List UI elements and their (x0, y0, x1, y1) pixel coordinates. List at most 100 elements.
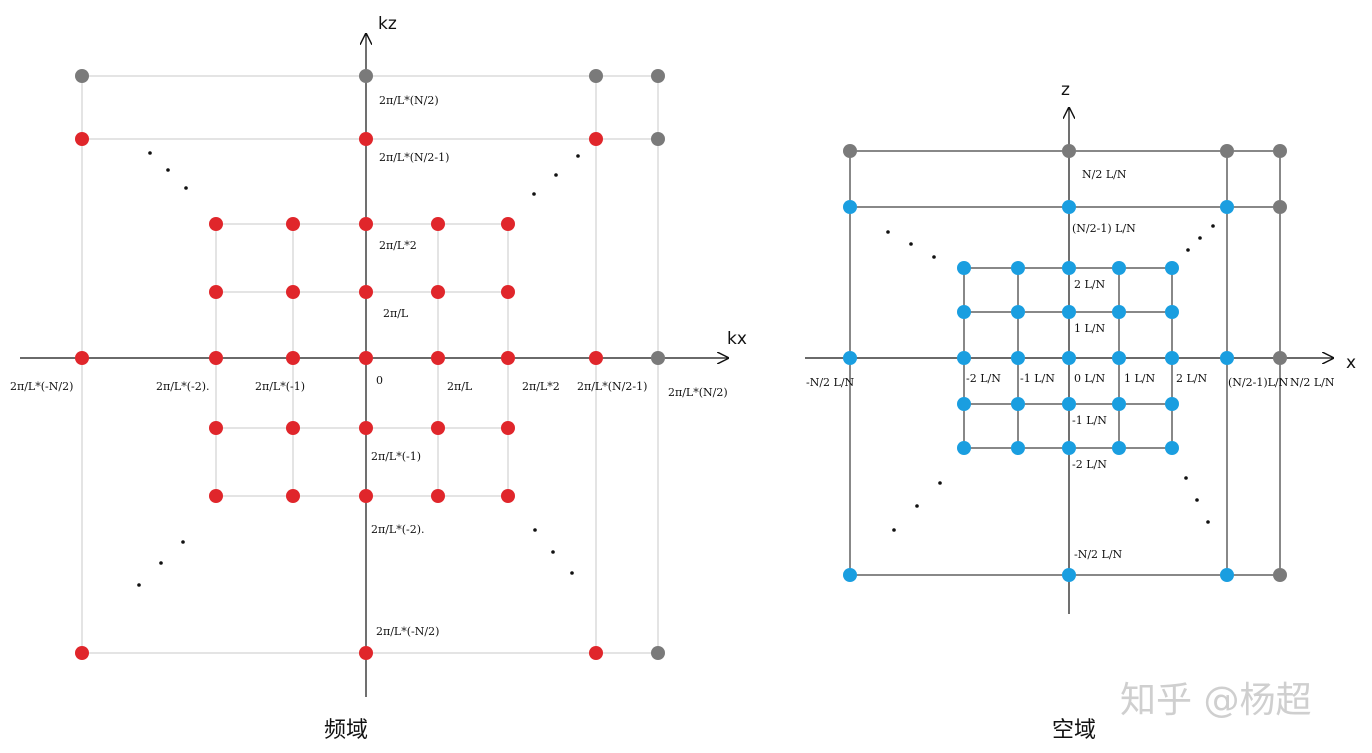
freq-x-label: 2π/L*(-2). (156, 380, 210, 393)
freq-dot (431, 489, 445, 503)
freq-z-label: 2π/L*(-1) (371, 450, 421, 463)
space-x-label: (N/2-1)L/N (1228, 376, 1289, 389)
freq-z-label: 2π/L*(-N/2) (376, 625, 439, 638)
space-dot (1062, 351, 1076, 365)
freq-dot (651, 132, 665, 146)
freq-dot (359, 285, 373, 299)
freq-dot (286, 489, 300, 503)
freq-x-label: 2π/L*(N/2) (668, 386, 728, 399)
space-dot (1011, 441, 1025, 455)
space-x-label: N/2 L/N (1290, 376, 1335, 389)
freq-dot (589, 132, 603, 146)
space-dot (1062, 568, 1076, 582)
space-dot (843, 351, 857, 365)
space-z-label: (N/2-1) L/N (1072, 222, 1136, 235)
space-dot (1112, 305, 1126, 319)
freq-dot (286, 217, 300, 231)
freq-dot (286, 351, 300, 365)
freq-dot (359, 421, 373, 435)
freq-z-label: 2π/L*2 (379, 239, 417, 252)
freq-dot (359, 69, 373, 83)
space-z-label: 2 L/N (1074, 278, 1106, 291)
space-z-label: -N/2 L/N (1074, 548, 1123, 561)
freq-dot (501, 421, 515, 435)
space-dot (1062, 200, 1076, 214)
space-dot (1011, 305, 1025, 319)
space-dot (1273, 568, 1287, 582)
space-dot (957, 305, 971, 319)
space-z-tick-labels: N/2 L/N (N/2-1) L/N 2 L/N 1 L/N -1 L/N -… (1072, 168, 1136, 561)
space-dot (1062, 261, 1076, 275)
space-dot (1273, 144, 1287, 158)
freq-grid-lines (81, 75, 659, 654)
space-dot (1165, 441, 1179, 455)
freq-dot (75, 132, 89, 146)
freq-dot (209, 285, 223, 299)
space-dot (1011, 351, 1025, 365)
freq-ellipsis-dots (137, 151, 580, 587)
freq-dot (209, 489, 223, 503)
space-caption: 空域 (1052, 718, 1096, 743)
freq-dot (359, 646, 373, 660)
freq-dot (589, 351, 603, 365)
space-z-label: -2 L/N (1072, 458, 1107, 471)
freq-domain-diagram: kx kz (10, 14, 747, 743)
space-dot (843, 200, 857, 214)
space-domain-diagram: x z (805, 80, 1356, 743)
space-dot (957, 261, 971, 275)
space-x-label: 2 L/N (1176, 372, 1208, 385)
freq-z-label: 2π/L (383, 307, 409, 320)
freq-dot (359, 132, 373, 146)
space-dot (1165, 351, 1179, 365)
freq-z-label: 2π/L*(-2). (371, 523, 425, 536)
space-dot (1220, 351, 1234, 365)
space-dot (1165, 305, 1179, 319)
space-x-label: 1 L/N (1124, 372, 1156, 385)
space-x-label: -2 L/N (966, 372, 1001, 385)
space-dot (1165, 261, 1179, 275)
freq-dot (431, 217, 445, 231)
freq-dot (431, 285, 445, 299)
space-dot (1273, 200, 1287, 214)
freq-dot (75, 351, 89, 365)
space-dot (1220, 144, 1234, 158)
freq-dot (651, 351, 665, 365)
freq-kx-axis-label: kx (727, 329, 747, 349)
space-dot (1112, 261, 1126, 275)
space-z-label: N/2 L/N (1082, 168, 1127, 181)
freq-dot (501, 351, 515, 365)
freq-z-label: 2π/L*(N/2-1) (379, 151, 449, 164)
space-dot (1062, 397, 1076, 411)
freq-x-label: 2π/L*2 (522, 380, 560, 393)
freq-kz-axis-label: kz (378, 14, 397, 34)
freq-x-tick-labels: 2π/L*(-N/2) 2π/L*(-2). 2π/L*(-1) 0 2π/L … (10, 374, 728, 399)
freq-x-label: 2π/L*(-N/2) (10, 380, 73, 393)
space-x-label: -1 L/N (1020, 372, 1055, 385)
space-dot (1011, 397, 1025, 411)
freq-caption: 频域 (324, 718, 368, 743)
freq-dot (286, 421, 300, 435)
space-x-axis-label: x (1346, 353, 1356, 373)
freq-dot (501, 285, 515, 299)
space-ellipsis-dots (886, 224, 1215, 532)
freq-dots (75, 69, 665, 660)
freq-dot (431, 421, 445, 435)
space-dot (957, 441, 971, 455)
freq-dot (359, 351, 373, 365)
freq-dot (651, 69, 665, 83)
freq-dot (209, 217, 223, 231)
space-x-label: 0 L/N (1074, 372, 1106, 385)
space-dot (1112, 397, 1126, 411)
space-dot (1112, 441, 1126, 455)
freq-x-label: 2π/L (447, 380, 473, 393)
space-x-tick-labels: -N/2 L/N -2 L/N -1 L/N 0 L/N 1 L/N 2 L/N… (806, 372, 1335, 389)
freq-z-label: 2π/L*(N/2) (379, 94, 439, 107)
freq-dot (75, 69, 89, 83)
space-dot (1273, 351, 1287, 365)
space-dot (1112, 351, 1126, 365)
freq-dot (501, 217, 515, 231)
space-dot (1220, 200, 1234, 214)
freq-dot (431, 351, 445, 365)
space-dot (957, 397, 971, 411)
